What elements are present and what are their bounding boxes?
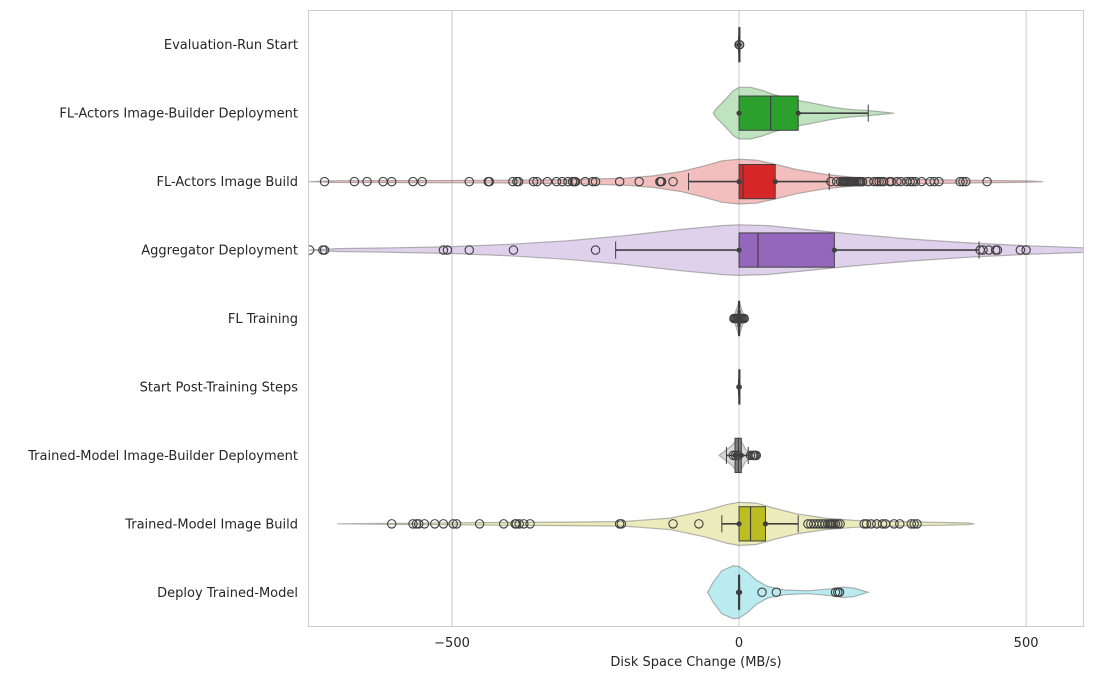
y-tick-label: Deploy Trained-Model	[157, 586, 298, 601]
y-tick-label: Aggregator Deployment	[141, 244, 298, 259]
x-tick-label: 0	[735, 636, 743, 651]
quartile-point	[796, 111, 801, 116]
x-tick-labels: −500 0 500	[434, 636, 1038, 651]
violin	[309, 159, 1044, 204]
quartile-point	[736, 247, 741, 252]
y-tick-labels: Evaluation-Run Start FL-Actors Image-Buil…	[27, 38, 298, 601]
y-tick-label: Trained-Model Image-Builder Deployment	[27, 449, 298, 464]
box	[739, 507, 765, 541]
quartile-point	[736, 521, 741, 526]
quartile-point	[737, 384, 742, 389]
quartile-point	[832, 247, 837, 252]
outliers	[305, 41, 1030, 597]
quartile-point	[737, 42, 742, 47]
quartile-point	[736, 179, 741, 184]
box	[739, 165, 775, 199]
x-axis-label: Disk Space Change (MB/s)	[610, 655, 781, 670]
y-tick-label: FL-Actors Image-Builder Deployment	[59, 107, 298, 122]
y-tick-label: FL Training	[228, 312, 298, 327]
quartile-point	[737, 590, 742, 595]
box	[739, 233, 834, 267]
quartile-point	[773, 179, 778, 184]
y-tick-label: Start Post-Training Steps	[140, 380, 299, 395]
quartile-point	[736, 111, 741, 116]
x-tick-label: 500	[1014, 636, 1039, 651]
y-tick-label: FL-Actors Image Build	[157, 175, 299, 190]
violins	[309, 33, 1084, 619]
y-tick-label: Trained-Model Image Build	[124, 517, 298, 532]
quartile-point	[763, 521, 768, 526]
y-tick-label: Evaluation-Run Start	[164, 38, 298, 53]
x-tick-label: −500	[434, 636, 470, 651]
box	[739, 96, 798, 130]
